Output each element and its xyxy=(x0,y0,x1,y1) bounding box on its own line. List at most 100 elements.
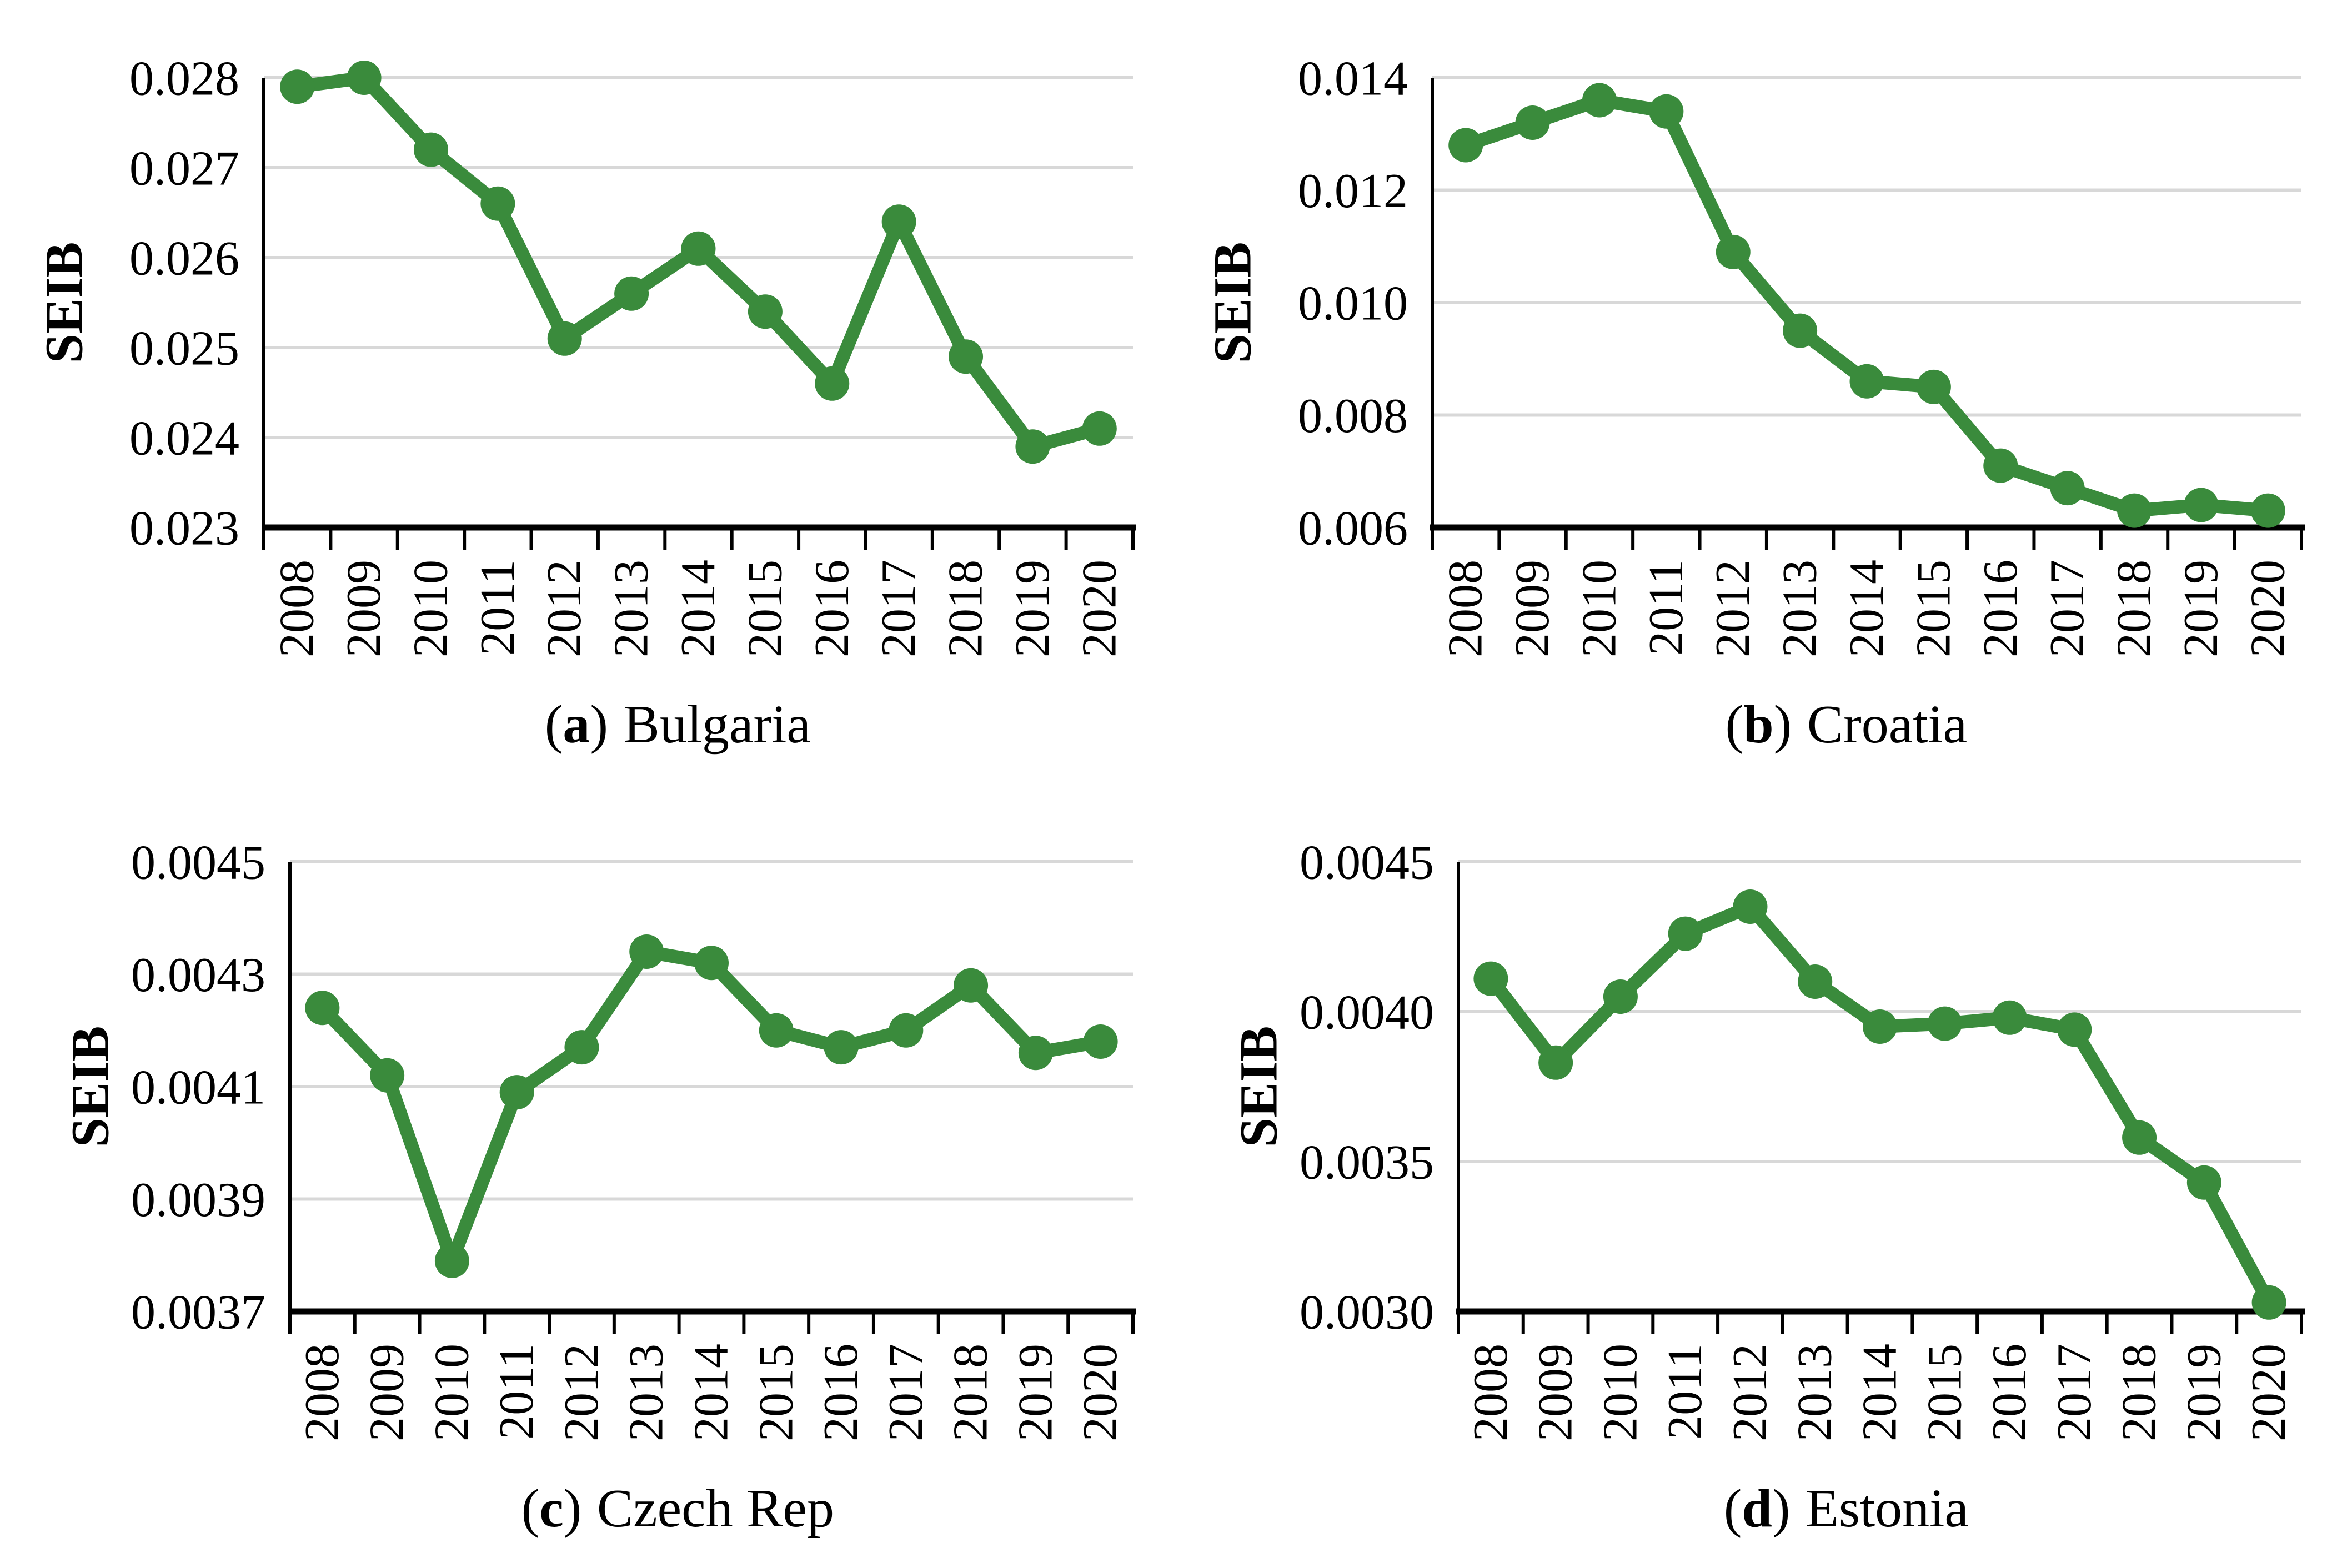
x-axis-tick-label: 2019 xyxy=(1006,560,1060,657)
x-axis-tick-label: 2016 xyxy=(814,1344,868,1441)
x-axis-tick-label: 2013 xyxy=(620,1344,674,1441)
data-point xyxy=(949,339,984,374)
y-axis-title: SEIB xyxy=(1229,1026,1288,1148)
data-point xyxy=(1515,105,1550,140)
x-axis-tick-label: 2013 xyxy=(1773,560,1827,657)
x-axis-tick-label: 2017 xyxy=(872,560,926,657)
data-point xyxy=(759,1013,794,1048)
data-point xyxy=(547,321,582,356)
caption-text: Estonia xyxy=(1805,1479,1969,1539)
data-point xyxy=(1015,429,1050,464)
x-axis-tick-label: 2013 xyxy=(1788,1344,1842,1441)
data-point xyxy=(1983,448,2018,483)
chart-cell-czech-rep: 0.0037 0.0039 0.0041 0.0043 0.0045 2008 2009 20… xyxy=(0,784,1168,1568)
x-axis-tick-label: 2015 xyxy=(1907,560,1960,657)
chart-cell-bulgaria: 0.023 0.024 0.025 0.026 0.027 0.028 2008 2009 20… xyxy=(0,0,1168,784)
x-axis-tick-label: 2020 xyxy=(2241,560,2295,657)
data-point xyxy=(499,1075,534,1110)
x-axis-tick-label: 2020 xyxy=(1074,1344,1127,1441)
data-point xyxy=(1863,1009,1897,1044)
x-axis-tick-label: 2011 xyxy=(471,560,525,656)
x-axis-tick-label: 2019 xyxy=(2177,1344,2231,1441)
x-axis-tick-label: 2008 xyxy=(1439,560,1493,657)
x-axis-tick-label: 2020 xyxy=(1072,560,1126,657)
caption-open-paren: ( xyxy=(1725,695,1744,755)
data-point xyxy=(1849,364,1884,399)
x-axis-tick-label: 2009 xyxy=(360,1344,414,1441)
data-point xyxy=(434,1243,469,1278)
x-axis-tick-label: 2018 xyxy=(944,1344,998,1441)
data-point xyxy=(1916,369,1951,404)
data-point xyxy=(2122,1120,2157,1155)
x-axis-tick-label: 2016 xyxy=(1974,560,2028,657)
chart-cell-estonia: 0.0030 0.0035 0.0040 0.0045 2008 2009 2010 2011… xyxy=(1168,784,2337,1568)
data-point xyxy=(413,132,448,167)
x-axis-tick-label: 2010 xyxy=(1593,1344,1647,1441)
data-point xyxy=(1582,83,1617,118)
x-axis-tick-label: 2011 xyxy=(1639,560,1693,656)
data-point xyxy=(2057,1012,2092,1047)
data-point xyxy=(1083,1024,1118,1059)
data-point xyxy=(1798,964,1833,999)
caption-close-paren: ) xyxy=(563,1479,582,1539)
x-axis-tick-label: 2019 xyxy=(2174,560,2228,657)
x-axis-tick-label: 2014 xyxy=(1853,1344,1907,1441)
data-point xyxy=(1716,234,1751,269)
x-axis-tick-label: 2012 xyxy=(555,1344,609,1441)
data-point xyxy=(1733,889,1768,924)
data-line xyxy=(1459,93,2275,517)
x-axis-tick-label: 2009 xyxy=(1529,1344,1583,1441)
x-axis-tick-label: 2009 xyxy=(1506,560,1559,657)
x-axis-tick-label: 2016 xyxy=(1983,1344,2037,1441)
data-point xyxy=(815,366,850,401)
caption-text: Bulgaria xyxy=(623,695,811,755)
data-point xyxy=(305,991,340,1026)
y-axis-tick-label: 0.0043 xyxy=(131,948,265,1002)
line-chart-estonia: 0.0030 0.0035 0.0040 0.0045 2008 2009 2010 2011… xyxy=(1229,836,2305,1441)
y-axis-tick-label: 0.027 xyxy=(129,142,239,196)
x-axis-tick-label: 2012 xyxy=(538,560,591,657)
y-axis-tick-label: 0.0040 xyxy=(1300,986,1434,1040)
x-axis-tick-label: 2008 xyxy=(1464,1344,1518,1441)
data-point xyxy=(564,1030,599,1065)
x-axis-tick-label: 2018 xyxy=(2113,1344,2167,1441)
x-axis-tick-label: 2017 xyxy=(879,1344,933,1441)
x-axis-tick-label: 2010 xyxy=(404,560,458,657)
y-axis-tick-label: 0.006 xyxy=(1298,502,1408,556)
y-axis-tick-label: 0.0035 xyxy=(1300,1136,1434,1190)
y-axis-title: SEIB xyxy=(1203,242,1262,364)
x-axis-tick-label: 2013 xyxy=(605,560,659,657)
data-point xyxy=(1992,1000,2027,1035)
x-axis-tick-label: 2010 xyxy=(425,1344,479,1441)
data-point xyxy=(1473,961,1508,996)
caption-close-paren: ) xyxy=(1773,695,1792,755)
data-point xyxy=(614,276,649,311)
x-axis-tick-label: 2008 xyxy=(270,560,324,657)
data-point xyxy=(1538,1045,1573,1080)
data-point xyxy=(954,968,989,1003)
data-point xyxy=(1649,94,1684,129)
y-axis-tick-label: 0.012 xyxy=(1298,164,1408,218)
chart-caption-czech-rep: (c) Czech Rep xyxy=(222,1479,1134,1539)
chart-caption-estonia: (d) Estonia xyxy=(1391,1479,2302,1539)
y-axis-tick-label: 0.0045 xyxy=(131,836,265,890)
caption-letter: a xyxy=(563,695,590,755)
data-point xyxy=(347,61,382,95)
y-axis-tick-label: 0.010 xyxy=(1298,277,1408,331)
y-axis-tick-label: 0.0037 xyxy=(131,1286,265,1340)
data-point xyxy=(1018,1036,1053,1071)
caption-open-paren: ( xyxy=(544,695,563,755)
x-axis-tick-label: 2015 xyxy=(749,1344,803,1441)
data-point xyxy=(1668,916,1703,951)
x-axis-tick-label: 2011 xyxy=(1658,1344,1712,1440)
x-axis-tick-label: 2012 xyxy=(1706,560,1760,657)
x-axis-tick-label: 2011 xyxy=(490,1344,544,1440)
data-point xyxy=(681,231,716,266)
x-axis-tick-label: 2014 xyxy=(685,1344,739,1441)
y-axis-tick-label: 0.014 xyxy=(1298,52,1408,106)
y-axis-title: SEIB xyxy=(34,242,94,364)
x-axis-tick-label: 2014 xyxy=(671,560,725,657)
caption-open-paren: ( xyxy=(521,1479,540,1539)
